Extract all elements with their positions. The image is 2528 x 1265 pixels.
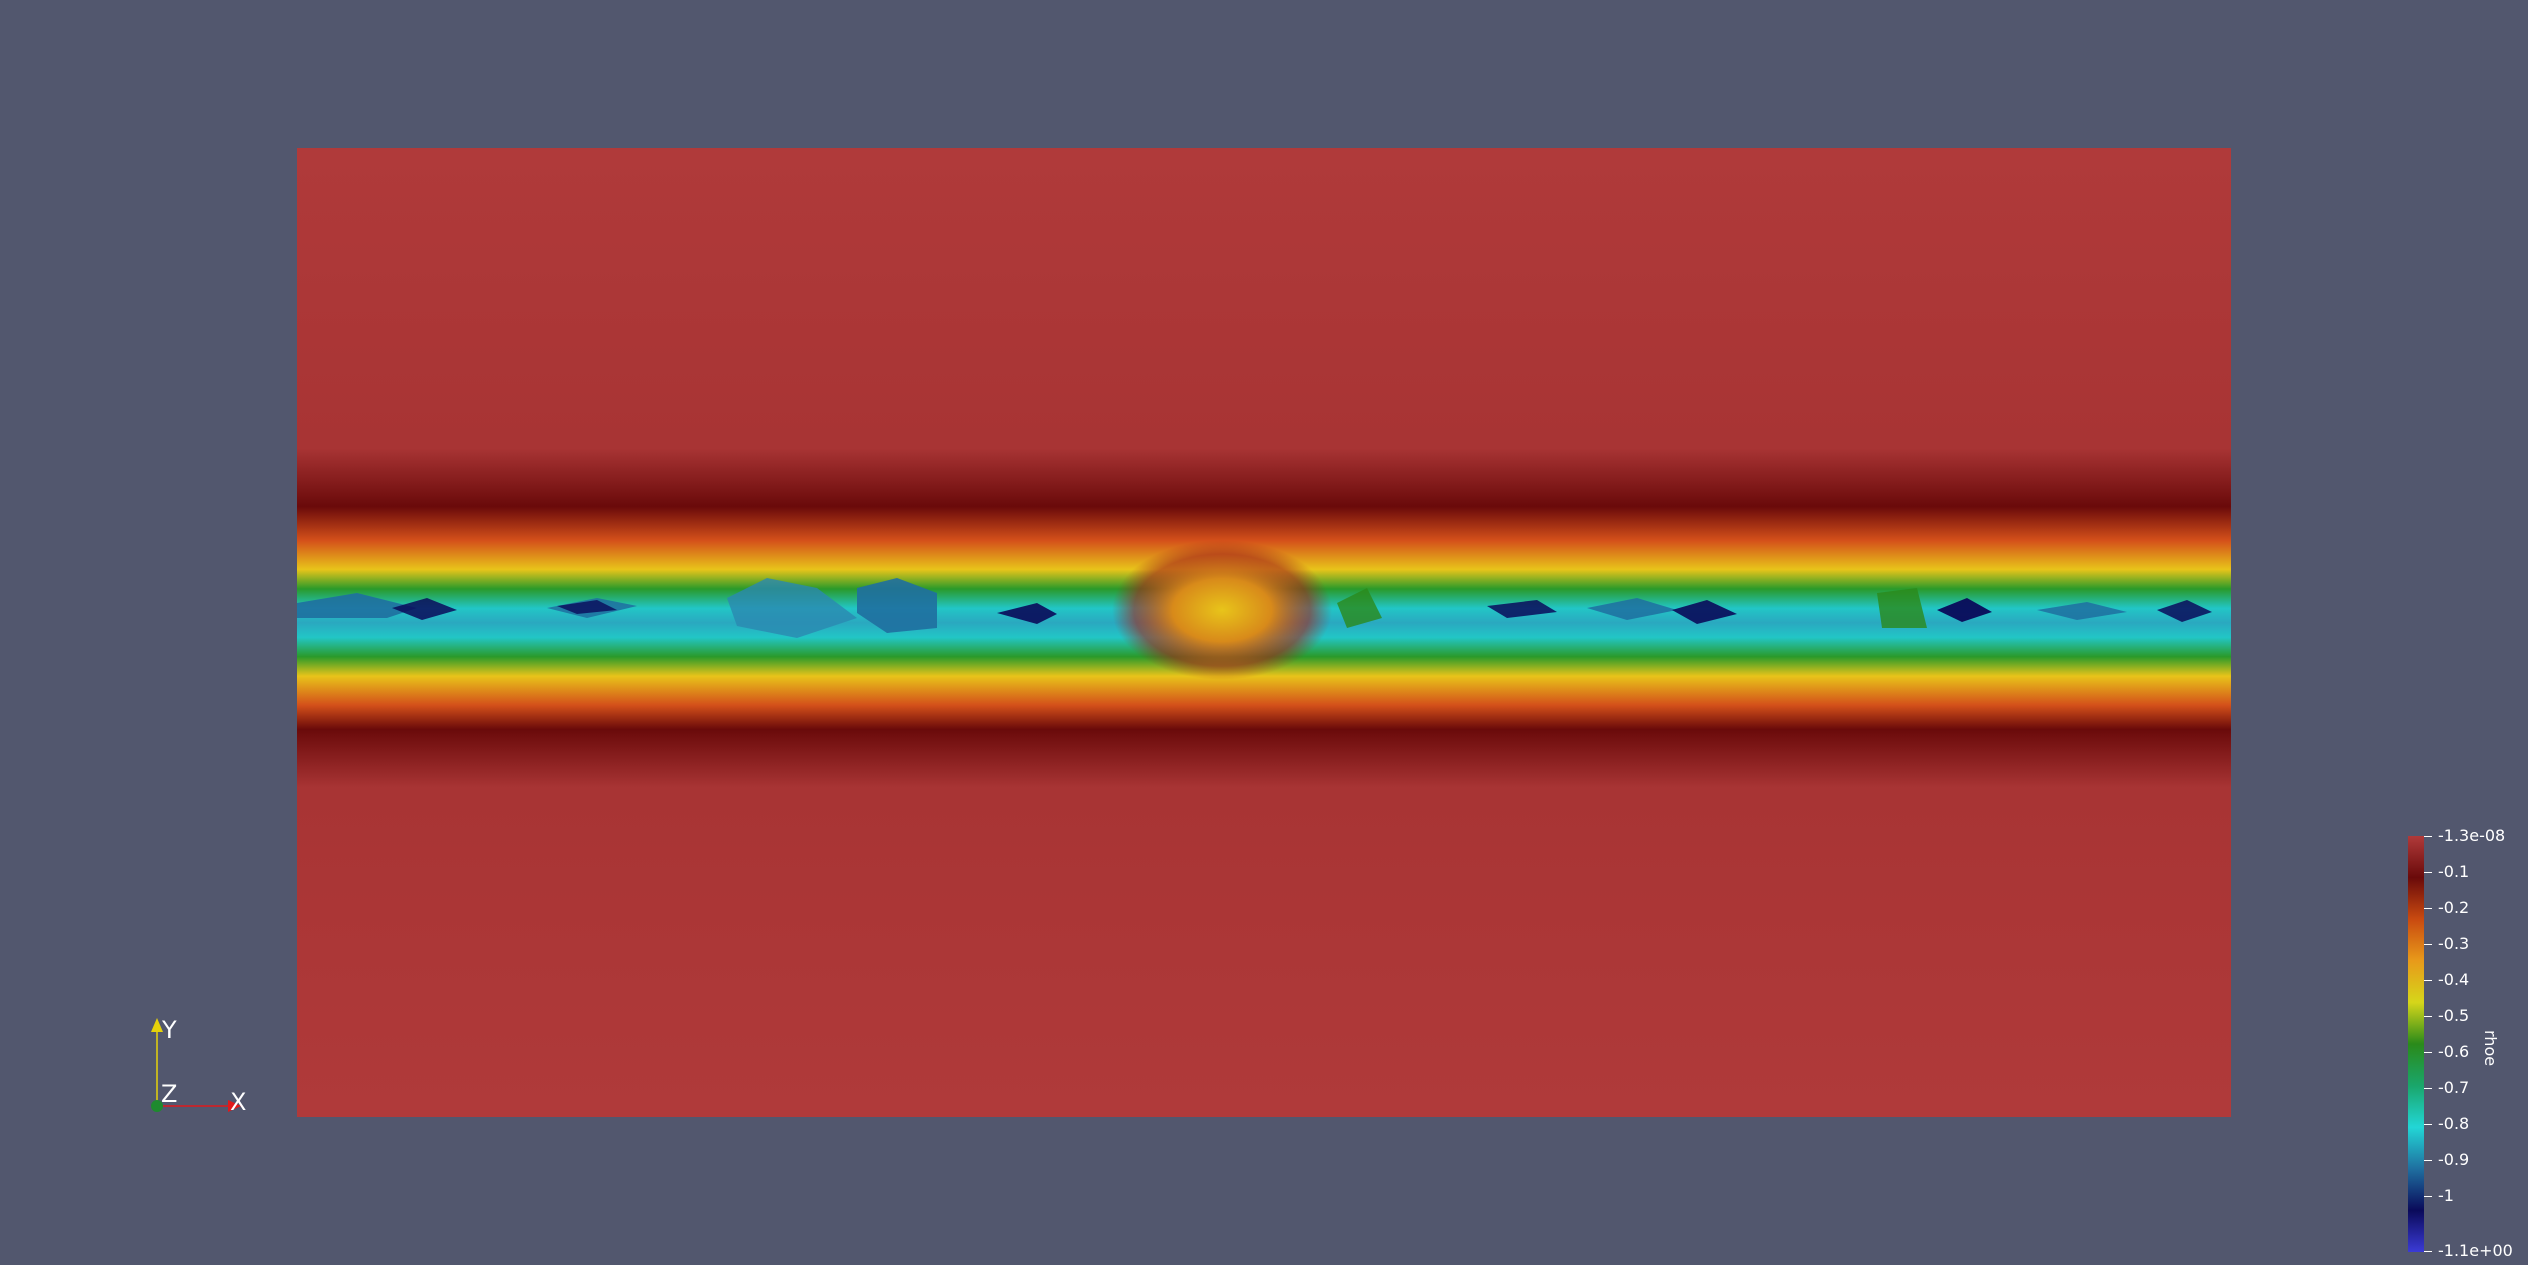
colorbar-tick-9 bbox=[2424, 1160, 2432, 1161]
z-axis-dot bbox=[151, 1100, 163, 1112]
y-axis-arrow bbox=[151, 1018, 163, 1032]
colorbar-tick-top bbox=[2424, 836, 2432, 837]
x-axis-label: X bbox=[230, 1088, 246, 1116]
green-patch-2 bbox=[1337, 588, 1382, 628]
colorbar-tick-4 bbox=[2424, 980, 2432, 981]
z-axis-label: Z bbox=[161, 1080, 177, 1108]
blue-streak-8 bbox=[1487, 600, 1557, 618]
orientation-axes: Y Z X bbox=[151, 1016, 246, 1116]
colorbar-label-5: -0.5 bbox=[2438, 1006, 2470, 1025]
colorbar-label-9: -0.9 bbox=[2438, 1150, 2470, 1169]
colorbar-label-4: -0.4 bbox=[2438, 970, 2470, 989]
colorbar-label-bottom: -1.1e+00 bbox=[2438, 1241, 2513, 1260]
blue-streak-9 bbox=[1587, 598, 1677, 620]
colorbar-tick-3 bbox=[2424, 944, 2432, 945]
colorbar-tick-2 bbox=[2424, 908, 2432, 909]
colorbar-tick-7 bbox=[2424, 1088, 2432, 1089]
blue-streak-12 bbox=[2037, 602, 2127, 620]
colorbar-tick-1 bbox=[2424, 872, 2432, 873]
colorbar-tick-5 bbox=[2424, 1016, 2432, 1017]
colorbar-label-3: -0.3 bbox=[2438, 934, 2470, 953]
band-gap-region bbox=[1112, 540, 1332, 680]
field-plot[interactable] bbox=[297, 148, 2231, 1117]
colorbar-tick-6 bbox=[2424, 1052, 2432, 1053]
blue-streak-4 bbox=[557, 600, 617, 614]
colorbar-label-6: -0.6 bbox=[2438, 1042, 2470, 1061]
colorbar-label-7: -0.7 bbox=[2438, 1078, 2470, 1097]
blue-streak-6 bbox=[857, 578, 937, 633]
blue-streak-11 bbox=[1937, 598, 1992, 622]
colorbar-title: rhoe bbox=[2481, 1030, 2500, 1067]
blue-streak-10 bbox=[1672, 600, 1737, 624]
green-patch-1 bbox=[1877, 588, 1927, 628]
colorbar-label-10: -1 bbox=[2438, 1186, 2454, 1205]
blue-streak-1 bbox=[297, 593, 417, 618]
blue-streak-7 bbox=[997, 603, 1057, 624]
colorbar bbox=[2408, 836, 2424, 1252]
blue-streak-13 bbox=[2157, 600, 2212, 622]
colorbar-label-8: -0.8 bbox=[2438, 1114, 2470, 1133]
colorbar-tick-bottom bbox=[2424, 1251, 2432, 1252]
x-axis-arrow bbox=[228, 1100, 241, 1112]
colorbar-tick-8 bbox=[2424, 1124, 2432, 1125]
blue-streak-5 bbox=[727, 578, 857, 638]
colorbar-label-1: -0.1 bbox=[2438, 862, 2470, 881]
y-axis-label: Y bbox=[161, 1016, 177, 1044]
colorbar-tick-10 bbox=[2424, 1196, 2432, 1197]
colorbar-label-top: -1.3e-08 bbox=[2438, 826, 2506, 845]
blue-streak-2 bbox=[392, 598, 457, 620]
colorbar-label-2: -0.2 bbox=[2438, 898, 2470, 917]
